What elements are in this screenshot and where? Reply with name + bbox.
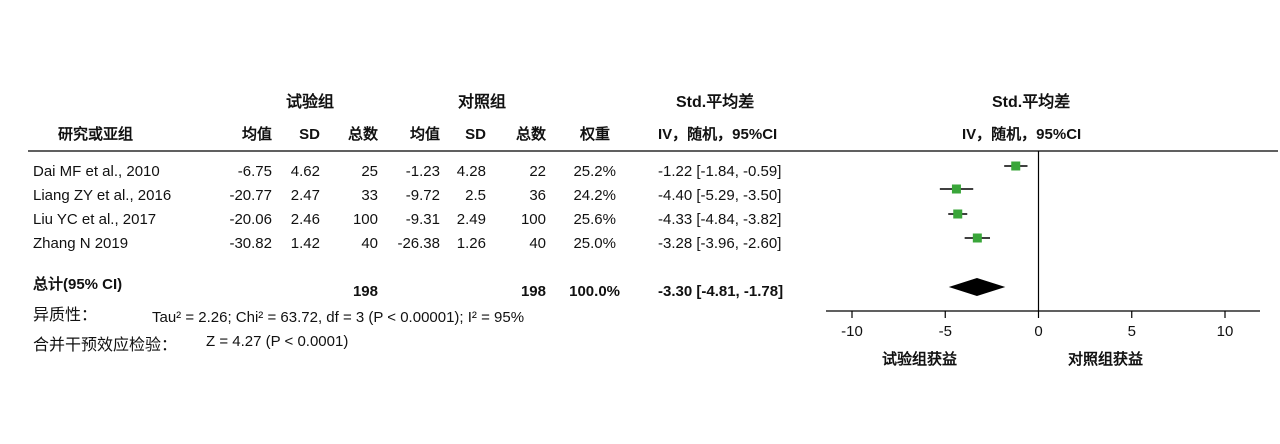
method-table-header: IV，随机，95%CI [658, 126, 778, 143]
total-ctrl: 36 [529, 187, 546, 204]
study-marker [972, 233, 982, 243]
total-exp-header: 总数 [347, 126, 378, 143]
experimental-group-header: 试验组 [286, 94, 335, 111]
left-favours-label: 试验组获益 [882, 351, 958, 368]
study-marker [951, 184, 961, 194]
overall-diamond [948, 278, 1006, 296]
weight: 24.2% [573, 187, 616, 204]
total-weight: 100.0% [569, 283, 620, 300]
sd-ctrl: 4.28 [456, 163, 486, 180]
weight: 25.6% [573, 211, 616, 228]
overall-test-label: 合并干预效应检验： [33, 337, 178, 354]
weight: 25.0% [573, 235, 616, 252]
mean-exp-header: 均值 [241, 126, 272, 143]
total-ctrl: 100 [520, 211, 546, 228]
total-ctrl: 22 [529, 163, 546, 180]
x-tick-label: -10 [841, 323, 863, 340]
total-ctrl-header: 总数 [515, 126, 546, 143]
total-exp: 40 [361, 235, 378, 252]
study-name: Liang ZY et al., 2016 [33, 187, 172, 204]
sd-exp: 4.62 [290, 163, 320, 180]
sd-ctrl: 1.26 [456, 235, 486, 252]
overall-test-text: Z = 4.27 (P < 0.0001) [206, 333, 349, 350]
weight: 25.2% [573, 163, 616, 180]
method-plot-header: IV，随机，95%CI [962, 126, 1082, 143]
smd-plot-header: Std.平均差 [992, 94, 1071, 111]
mean-exp: -20.06 [229, 211, 272, 228]
mean-ctrl-header: 均值 [409, 126, 440, 143]
x-tick-label: 5 [1128, 323, 1136, 340]
ci-text: -4.40 [-5.29, -3.50] [658, 187, 782, 204]
ci-text: -3.28 [-3.96, -2.60] [658, 235, 782, 252]
heterogeneity-text: Tau² = 2.26; Chi² = 63.72, df = 3 (P < 0… [152, 309, 525, 326]
mean-exp: -20.77 [229, 187, 272, 204]
study-marker [1011, 161, 1021, 171]
sd-exp: 2.46 [290, 211, 320, 228]
total-exp: 100 [352, 211, 378, 228]
total-ci-text: -3.30 [-4.81, -1.78] [658, 283, 784, 300]
control-group-header: 对照组 [458, 94, 507, 111]
ci-text: -1.22 [-1.84, -0.59] [658, 163, 782, 180]
mean-ctrl: -9.72 [405, 187, 440, 204]
smd-table-header: Std.平均差 [676, 94, 755, 111]
total-ctrl: 40 [529, 235, 546, 252]
total-exp: 33 [361, 187, 378, 204]
x-tick-label: 10 [1217, 323, 1234, 340]
mean-ctrl: -9.31 [405, 211, 440, 228]
sd-ctrl: 2.49 [456, 211, 486, 228]
total-ctrl-sum: 198 [520, 283, 546, 300]
right-favours-label: 对照组获益 [1068, 351, 1144, 368]
study-column-header: 研究或亚组 [58, 126, 134, 143]
study-name: Zhang N 2019 [33, 235, 129, 252]
sd-ctrl-header: SD [465, 126, 486, 143]
mean-exp: -6.75 [237, 163, 272, 180]
x-tick-label: -5 [939, 323, 952, 340]
total-exp-sum: 198 [352, 283, 378, 300]
heterogeneity-label: 异质性： [33, 307, 98, 324]
mean-ctrl: -1.23 [405, 163, 440, 180]
total-exp: 25 [361, 163, 378, 180]
sd-exp: 1.42 [290, 235, 320, 252]
study-marker [953, 209, 963, 219]
sd-exp: 2.47 [290, 187, 320, 204]
ci-text: -4.33 [-4.84, -3.82] [658, 211, 782, 228]
study-name: Liu YC et al., 2017 [33, 211, 157, 228]
mean-ctrl: -26.38 [397, 235, 440, 252]
sd-exp-header: SD [299, 126, 320, 143]
total-label: 总计(95% CI) [33, 276, 123, 293]
weight-header: 权重 [579, 126, 610, 143]
x-tick-label: 0 [1034, 323, 1042, 340]
sd-ctrl: 2.5 [465, 187, 486, 204]
study-name: Dai MF et al., 2010 [33, 163, 160, 180]
mean-exp: -30.82 [229, 235, 272, 252]
